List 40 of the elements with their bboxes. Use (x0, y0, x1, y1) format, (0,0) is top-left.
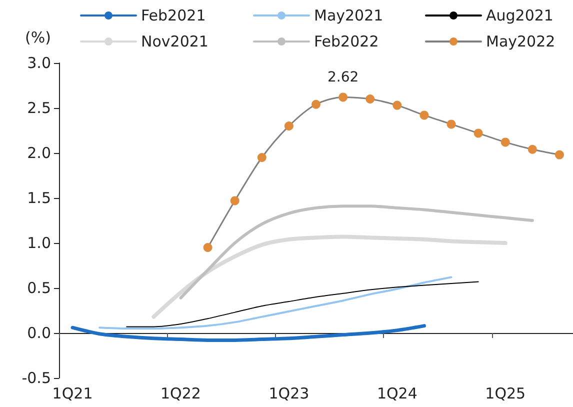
point (554, 150, 564, 160)
x-tick-label: 1Q25 (485, 384, 526, 402)
point (528, 144, 537, 154)
line-series (126, 281, 479, 328)
x-tick-label: 1Q21 (52, 384, 93, 402)
line-series (179, 204, 534, 300)
point (312, 100, 320, 109)
x-tick-label: 1Q23 (268, 384, 310, 402)
line-series (152, 234, 508, 319)
point (392, 100, 402, 110)
point (366, 94, 375, 104)
point (230, 196, 240, 206)
x-tick-label: 1Q22 (160, 384, 201, 402)
legend-label: Feb2021 (141, 6, 206, 24)
line-series (98, 276, 452, 330)
point (500, 138, 510, 147)
y-tick-label: 1.0 (27, 234, 51, 252)
y-tick-label: 0.5 (27, 279, 51, 297)
y-tick-label: 3.0 (27, 54, 51, 72)
y-tick-label: 2.5 (27, 99, 51, 117)
legend-label: May2021 (314, 6, 384, 24)
point (338, 92, 348, 102)
y-tick-label: 0.0 (27, 324, 51, 342)
y-tick-label: -0.5 (22, 369, 51, 387)
legend-label: Feb2022 (314, 32, 379, 50)
legend-label: Aug2021 (486, 6, 554, 24)
legend-label: Nov2021 (141, 32, 208, 50)
point (474, 128, 483, 138)
x-tick-label: 1Q24 (376, 384, 418, 402)
point (420, 110, 429, 120)
y-tick-label: 1.5 (27, 189, 51, 207)
point (257, 153, 266, 162)
legend-label: May2022 (486, 32, 556, 50)
y-tick-label: 2.0 (27, 144, 51, 162)
point (284, 122, 294, 130)
point (446, 120, 456, 129)
y-axis-title: (%) (25, 28, 51, 46)
point (203, 243, 212, 252)
data-label: 2.62 (327, 70, 359, 86)
line-series (70, 324, 426, 342)
